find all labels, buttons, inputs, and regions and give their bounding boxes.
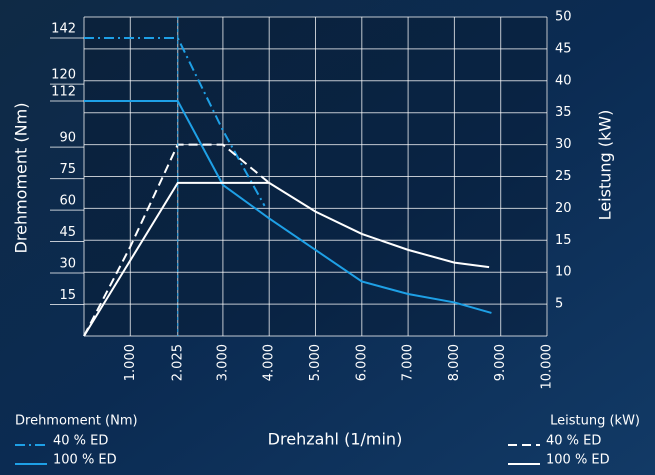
y-tick-label: 75 bbox=[59, 162, 76, 177]
y-tick-label: 90 bbox=[59, 131, 76, 146]
y-tick-label: 112 bbox=[51, 84, 76, 99]
x-tick-label: 8.000 bbox=[447, 344, 462, 381]
legend-label: 100 % ED bbox=[546, 453, 610, 468]
y2-tick-label: 45 bbox=[555, 41, 572, 56]
y2-tick-label: 15 bbox=[555, 233, 572, 248]
y-tick-label: 15 bbox=[59, 288, 76, 303]
y2-tick-label: 25 bbox=[555, 169, 572, 184]
y-tick-label: 30 bbox=[59, 257, 76, 272]
legend-label: 40 % ED bbox=[53, 434, 108, 449]
y2-tick-label: 30 bbox=[555, 137, 572, 152]
x-tick-label: 6.000 bbox=[354, 344, 369, 381]
y2-axis-label: Leistung (kW) bbox=[596, 110, 615, 221]
x-axis-label: Drehzahl (1/min) bbox=[268, 430, 403, 449]
x-tick-label: 10.000 bbox=[540, 344, 555, 390]
y-tick-label: 142 bbox=[51, 21, 76, 36]
y-tick-label: 45 bbox=[59, 225, 76, 240]
y2-tick-label: 35 bbox=[555, 105, 572, 120]
y2-tick-label: 20 bbox=[555, 201, 572, 216]
x-tick-label: 4.000 bbox=[262, 344, 277, 381]
y2-tick-label: 50 bbox=[555, 10, 572, 25]
legend-title: Drehmoment (Nm) bbox=[15, 414, 138, 429]
x-tick-label: 2.025 bbox=[170, 344, 185, 381]
y-tick-label: 120 bbox=[51, 68, 76, 83]
y-axis-label: Drehmoment (Nm) bbox=[12, 103, 31, 254]
x-tick-label: 3.000 bbox=[215, 344, 230, 381]
y2-tick-label: 5 bbox=[555, 297, 563, 312]
x-tick-label: 5.000 bbox=[308, 344, 323, 381]
legend-label: 40 % ED bbox=[546, 434, 601, 449]
y2-tick-label: 10 bbox=[555, 265, 572, 280]
y-tick-label: 60 bbox=[59, 194, 76, 209]
legend-title: Leistung (kW) bbox=[550, 414, 640, 429]
chart: Drehmoment (Nm) Leistung (kW) Drehzahl (… bbox=[0, 0, 655, 475]
x-tick-label: 9.000 bbox=[493, 344, 508, 381]
y2-tick-label: 40 bbox=[555, 73, 572, 88]
x-tick-label: 7.000 bbox=[401, 344, 416, 381]
legend-label: 100 % ED bbox=[53, 453, 117, 468]
x-tick-label: 1.000 bbox=[123, 344, 138, 381]
